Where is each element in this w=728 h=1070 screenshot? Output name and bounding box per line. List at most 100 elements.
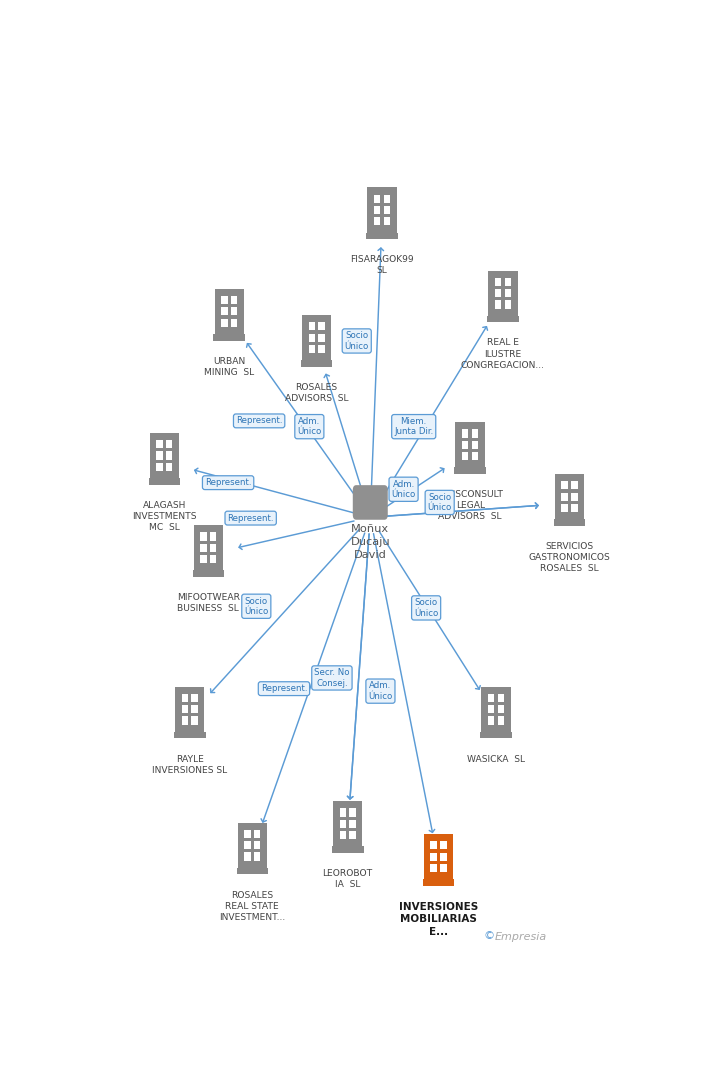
FancyBboxPatch shape [456, 423, 485, 468]
Text: INVERSIONES
MOBILIARIAS
E...: INVERSIONES MOBILIARIAS E... [399, 902, 478, 937]
FancyBboxPatch shape [191, 693, 198, 702]
FancyBboxPatch shape [349, 831, 356, 839]
FancyBboxPatch shape [366, 232, 398, 240]
Text: Adm.
Único: Adm. Único [297, 417, 322, 437]
FancyBboxPatch shape [192, 570, 224, 577]
Text: Adm.
Único: Adm. Único [392, 479, 416, 499]
FancyBboxPatch shape [245, 841, 250, 850]
FancyBboxPatch shape [505, 278, 511, 286]
FancyBboxPatch shape [561, 482, 568, 489]
FancyBboxPatch shape [423, 880, 454, 886]
FancyBboxPatch shape [353, 485, 388, 520]
Text: URBAN
MINING  SL: URBAN MINING SL [204, 356, 254, 377]
FancyBboxPatch shape [505, 289, 511, 297]
Text: Socio
Único: Socio Único [244, 597, 269, 616]
FancyBboxPatch shape [454, 468, 486, 474]
FancyBboxPatch shape [561, 492, 568, 501]
FancyBboxPatch shape [498, 717, 505, 724]
FancyBboxPatch shape [374, 205, 381, 214]
Text: MIFOOTWEAR
BUSINESS  SL: MIFOOTWEAR BUSINESS SL [177, 593, 240, 613]
FancyBboxPatch shape [462, 429, 469, 438]
FancyBboxPatch shape [181, 705, 188, 714]
FancyBboxPatch shape [561, 504, 568, 513]
FancyBboxPatch shape [309, 322, 315, 331]
FancyBboxPatch shape [384, 195, 390, 202]
FancyBboxPatch shape [472, 452, 478, 460]
FancyBboxPatch shape [245, 830, 250, 838]
FancyBboxPatch shape [498, 693, 505, 702]
FancyBboxPatch shape [374, 217, 381, 226]
Text: REAL E
ILUSTRE
CONGREGACION...: REAL E ILUSTRE CONGREGACION... [461, 338, 545, 370]
Text: Socio
Único: Socio Único [344, 332, 369, 351]
FancyBboxPatch shape [221, 319, 228, 326]
FancyBboxPatch shape [200, 544, 207, 552]
FancyBboxPatch shape [349, 820, 356, 828]
Text: Represent.: Represent. [227, 514, 274, 522]
FancyBboxPatch shape [191, 705, 198, 714]
Text: Represent.: Represent. [261, 684, 307, 693]
FancyBboxPatch shape [231, 307, 237, 316]
Text: SERVICIOS
GASTRONOMICOS
ROSALES  SL: SERVICIOS GASTRONOMICOS ROSALES SL [529, 542, 610, 574]
FancyBboxPatch shape [440, 853, 447, 860]
FancyBboxPatch shape [221, 307, 228, 316]
FancyBboxPatch shape [480, 732, 512, 738]
Text: Miem.
Junta Dir.: Miem. Junta Dir. [394, 417, 433, 437]
Text: ROSALES
ADVISORS  SL: ROSALES ADVISORS SL [285, 383, 349, 403]
FancyBboxPatch shape [309, 334, 315, 341]
Text: Secr. No
Consej.: Secr. No Consej. [314, 669, 349, 688]
Text: RAYLE
INVERSIONES SL: RAYLE INVERSIONES SL [152, 754, 227, 775]
FancyBboxPatch shape [472, 429, 478, 438]
FancyBboxPatch shape [210, 555, 216, 563]
FancyBboxPatch shape [424, 835, 454, 880]
FancyBboxPatch shape [374, 195, 381, 202]
FancyBboxPatch shape [254, 830, 261, 838]
FancyBboxPatch shape [174, 732, 205, 738]
Text: Socio
Único: Socio Único [427, 493, 452, 513]
FancyBboxPatch shape [571, 482, 577, 489]
Text: WASICKA  SL: WASICKA SL [467, 754, 525, 764]
Text: Moñux
Ducaju
David: Moñux Ducaju David [350, 524, 390, 561]
FancyBboxPatch shape [368, 187, 397, 232]
FancyBboxPatch shape [384, 205, 390, 214]
FancyBboxPatch shape [166, 440, 173, 448]
FancyBboxPatch shape [194, 525, 223, 570]
FancyBboxPatch shape [149, 478, 180, 485]
FancyBboxPatch shape [157, 462, 162, 471]
Text: ROSALES
REAL STATE
INVESTMENT...: ROSALES REAL STATE INVESTMENT... [219, 890, 285, 921]
FancyBboxPatch shape [302, 315, 331, 361]
FancyBboxPatch shape [332, 846, 363, 853]
FancyBboxPatch shape [495, 301, 501, 308]
FancyBboxPatch shape [181, 693, 188, 702]
FancyBboxPatch shape [430, 863, 437, 872]
FancyBboxPatch shape [221, 296, 228, 304]
FancyBboxPatch shape [215, 289, 244, 334]
FancyBboxPatch shape [166, 452, 173, 460]
FancyBboxPatch shape [301, 361, 333, 367]
FancyBboxPatch shape [245, 853, 250, 860]
FancyBboxPatch shape [191, 717, 198, 724]
FancyBboxPatch shape [440, 841, 447, 850]
Text: LEOROBOT
IA  SL: LEOROBOT IA SL [323, 869, 373, 889]
FancyBboxPatch shape [555, 474, 584, 519]
FancyBboxPatch shape [309, 345, 315, 353]
Text: ALAGASH
INVESTMENTS
MC  SL: ALAGASH INVESTMENTS MC SL [132, 501, 197, 532]
FancyBboxPatch shape [571, 492, 577, 501]
Text: Represent.: Represent. [236, 416, 282, 426]
FancyBboxPatch shape [498, 705, 505, 714]
Text: Adm.
Único: Adm. Único [368, 682, 392, 701]
FancyBboxPatch shape [150, 433, 179, 478]
Text: Represent.: Represent. [205, 478, 251, 487]
FancyBboxPatch shape [318, 322, 325, 331]
FancyBboxPatch shape [157, 452, 162, 460]
FancyBboxPatch shape [505, 301, 511, 308]
FancyBboxPatch shape [488, 705, 494, 714]
FancyBboxPatch shape [430, 853, 437, 860]
FancyBboxPatch shape [481, 687, 511, 732]
FancyBboxPatch shape [166, 462, 173, 471]
FancyBboxPatch shape [488, 693, 494, 702]
FancyBboxPatch shape [462, 441, 469, 448]
Text: Socio
Único: Socio Único [414, 598, 438, 617]
FancyBboxPatch shape [339, 831, 346, 839]
FancyBboxPatch shape [254, 841, 261, 850]
FancyBboxPatch shape [430, 841, 437, 850]
